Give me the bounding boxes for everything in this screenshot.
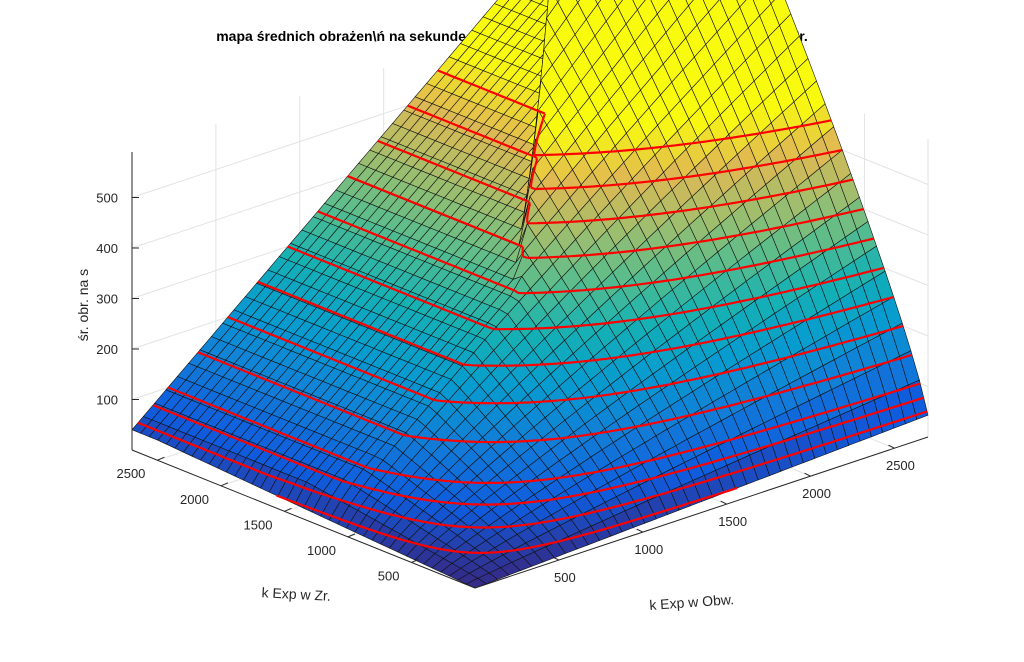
z-tick-label: 500 (96, 191, 118, 206)
y-axis-label: k Exp w Zr. (261, 584, 331, 604)
z-axis-label: śr. obr. na s (75, 269, 91, 341)
x-tick-mark (637, 529, 643, 532)
x-tick-label: 2500 (886, 458, 915, 473)
x-tick-label: 1000 (634, 542, 663, 557)
x-tick-mark (721, 501, 727, 504)
y-tick-label: 1500 (244, 517, 273, 532)
z-tick-label: 300 (96, 292, 118, 307)
y-tick-label: 2000 (180, 492, 209, 507)
z-tick-label: 200 (96, 342, 118, 357)
y-tick-label: 2500 (116, 466, 145, 481)
x-tick-mark (805, 473, 811, 476)
x-tick-label: 500 (554, 570, 576, 585)
y-tick-label: 500 (378, 568, 400, 583)
z-tick-label: 100 (96, 393, 118, 408)
x-tick-label: 1500 (718, 514, 747, 529)
y-tick-label: 1000 (307, 543, 336, 558)
x-axis-label: k Exp w Obw. (649, 591, 735, 613)
x-tick-mark (888, 445, 894, 448)
z-tick-label: 400 (96, 241, 118, 256)
x-tick-label: 2000 (802, 486, 831, 501)
